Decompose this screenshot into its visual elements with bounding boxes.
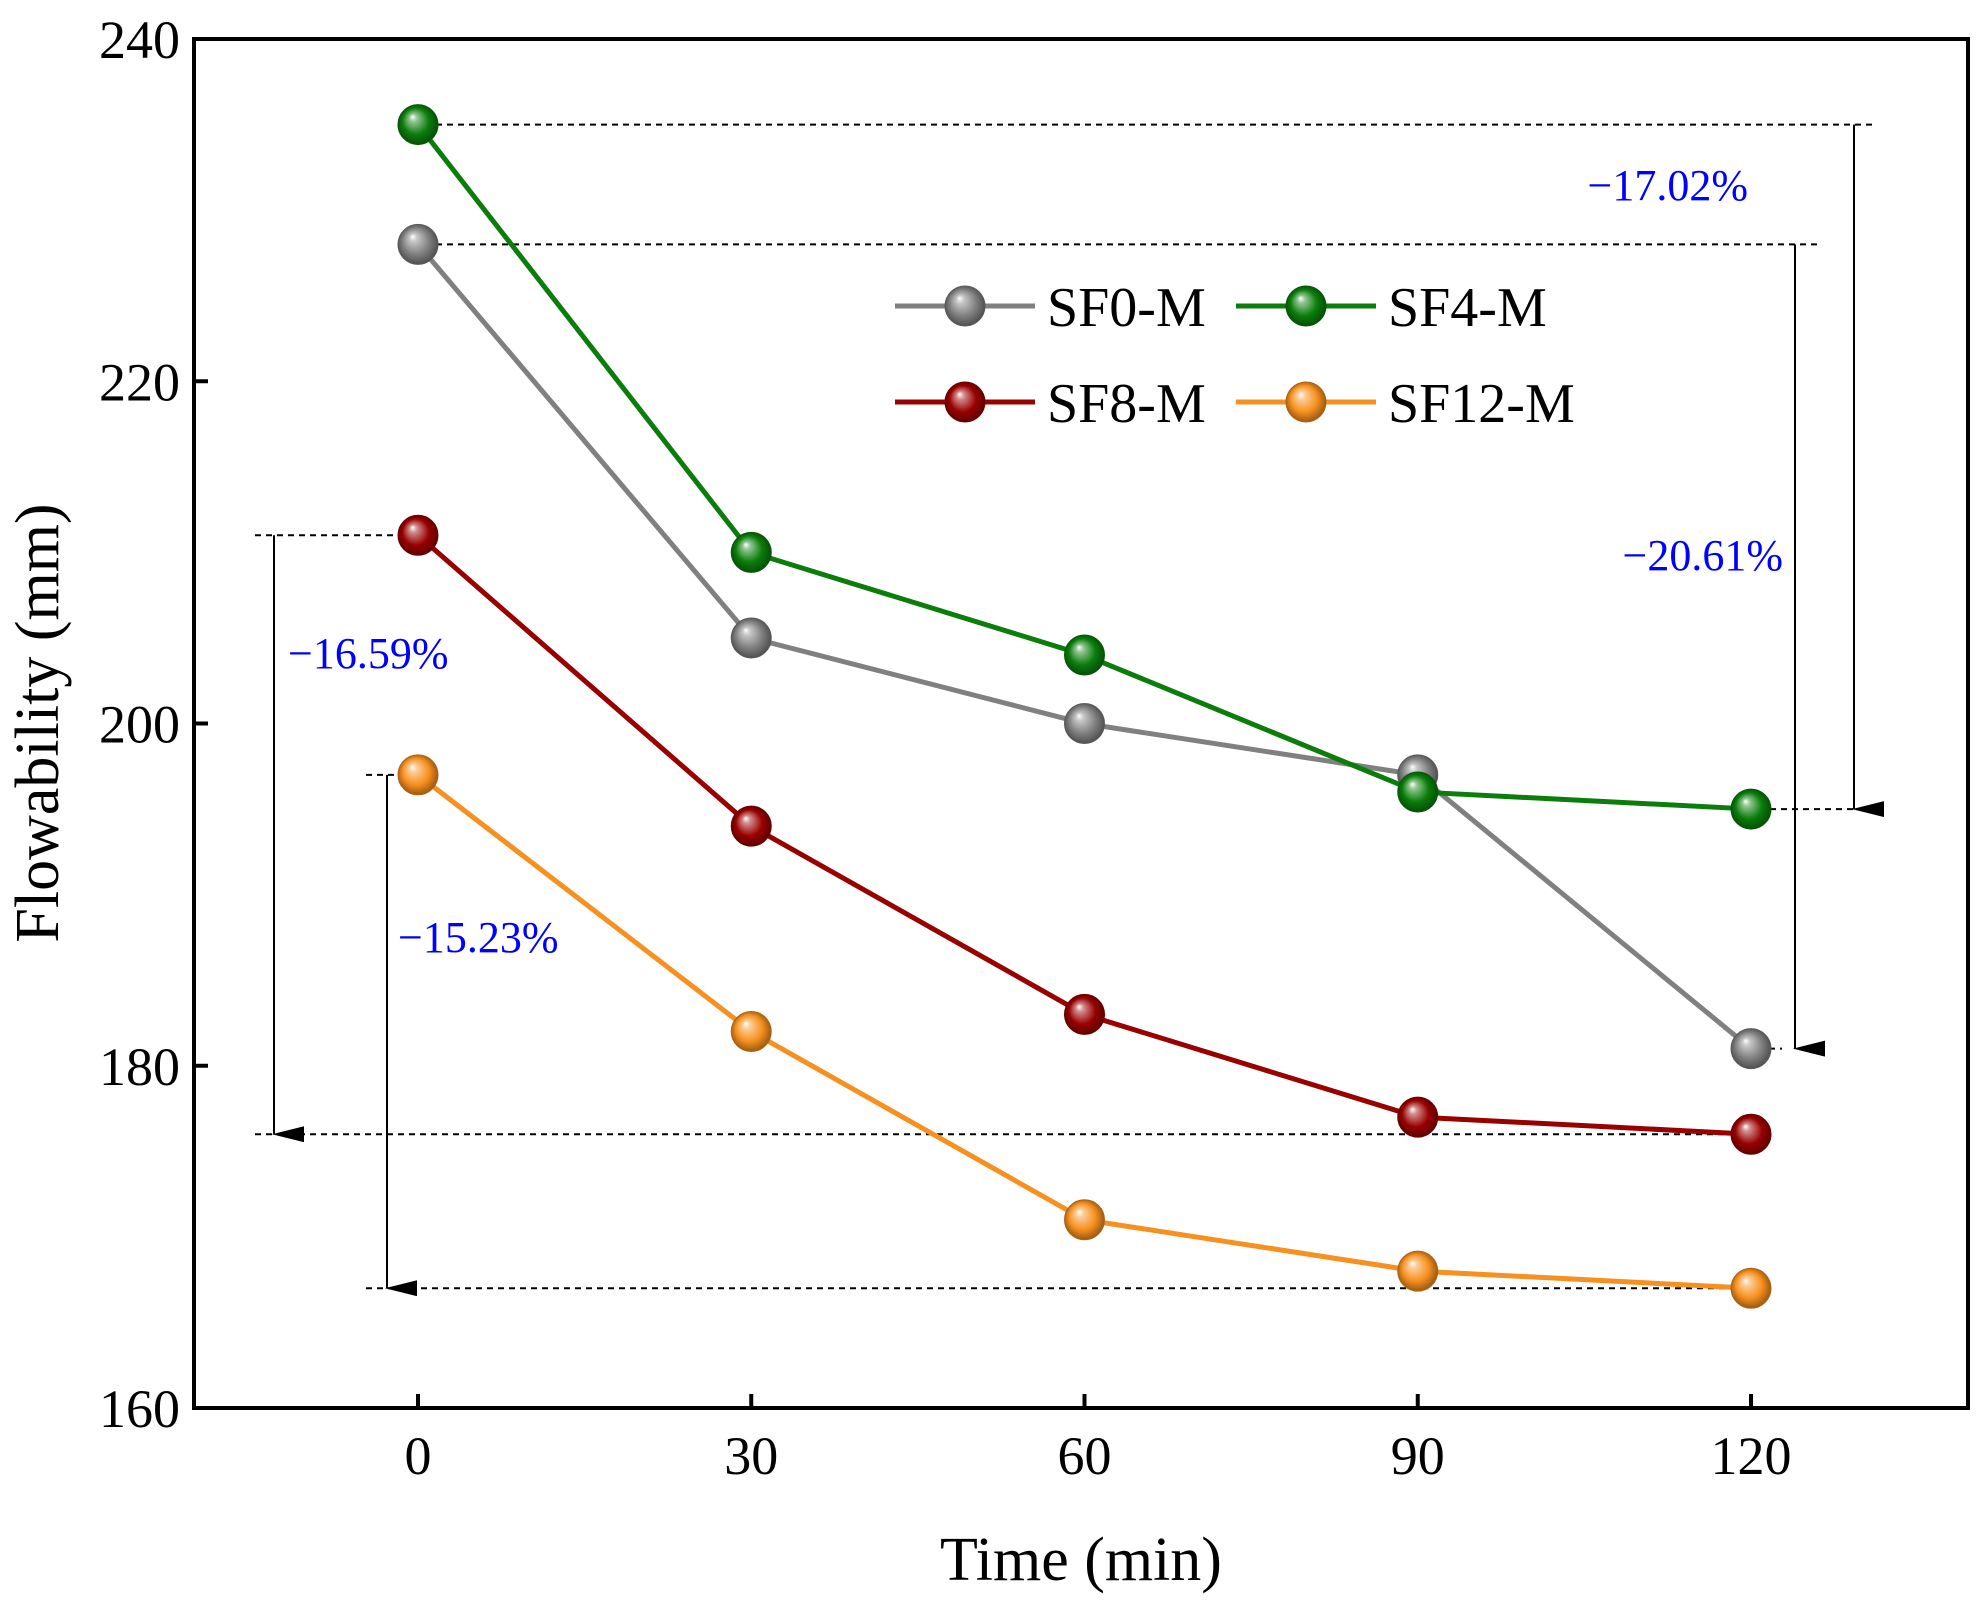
data-point — [730, 1011, 772, 1053]
legend-label: SF8-M — [1047, 373, 1206, 435]
data-point — [397, 223, 439, 265]
guide-lines — [255, 123, 1884, 1297]
legend-swatch-marker — [944, 285, 986, 327]
change-annotation-label: −15.23% — [398, 913, 558, 962]
annotations: −17.02% −20.61% −16.59% −15.23% — [288, 161, 1783, 962]
series-line — [416, 533, 1752, 1137]
data-point — [397, 514, 439, 556]
data-point — [730, 617, 772, 659]
data-point — [730, 805, 772, 847]
data-point — [1064, 1199, 1105, 1241]
legend-label: SF12-M — [1388, 373, 1575, 435]
legend-swatch-marker — [1285, 285, 1327, 327]
y-tick-label: 180 — [99, 1037, 180, 1097]
legend-label: SF0-M — [1047, 277, 1206, 339]
y-tick-label: 200 — [99, 695, 180, 755]
change-annotation-label: −20.61% — [1623, 531, 1783, 580]
data-point — [1730, 1267, 1772, 1309]
data-point — [730, 531, 772, 573]
data-point — [1064, 993, 1105, 1035]
axis-layer: 160 180 200 220 240 0 30 60 90 120 — [99, 10, 1792, 1486]
data-point — [397, 104, 439, 146]
data-point — [1730, 1028, 1772, 1070]
legend-item: SF4-M — [1236, 277, 1547, 339]
legend-swatch-marker — [944, 381, 986, 423]
data-point — [1397, 1096, 1439, 1138]
data-point — [397, 754, 439, 796]
data-point — [1397, 771, 1439, 813]
y-tick-label: 220 — [99, 352, 180, 412]
legend: SF0-M SF4-M SF8-M SF12-M — [895, 277, 1575, 435]
x-tick-label: 120 — [1711, 1426, 1792, 1486]
series-layer — [397, 104, 1772, 1309]
legend-swatch-marker — [1285, 381, 1327, 423]
data-point — [1397, 1250, 1439, 1292]
x-tick-label: 60 — [1058, 1426, 1112, 1486]
y-tick-label: 160 — [99, 1379, 180, 1439]
y-tick-label: 240 — [99, 10, 180, 70]
x-tick-label: 90 — [1391, 1426, 1445, 1486]
data-point — [1064, 634, 1105, 676]
series-sf4-m — [397, 104, 1772, 830]
x-tick-label: 30 — [724, 1426, 778, 1486]
series-sf8-m — [397, 514, 1772, 1155]
data-point — [1730, 788, 1772, 830]
y-axis-title: Flowability (mm) — [4, 503, 72, 942]
x-axis-title: Time (min) — [940, 1526, 1222, 1594]
legend-label: SF4-M — [1388, 277, 1547, 339]
data-point — [1064, 703, 1105, 744]
legend-item: SF0-M — [895, 277, 1206, 339]
legend-item: SF8-M — [895, 373, 1206, 435]
change-annotation-label: −16.59% — [288, 629, 448, 678]
series-sf12-m — [397, 754, 1772, 1309]
x-tick-label: 0 — [405, 1426, 432, 1486]
change-annotation-label: −17.02% — [1588, 161, 1748, 210]
legend-item: SF12-M — [1236, 373, 1575, 435]
data-point — [1730, 1113, 1772, 1155]
